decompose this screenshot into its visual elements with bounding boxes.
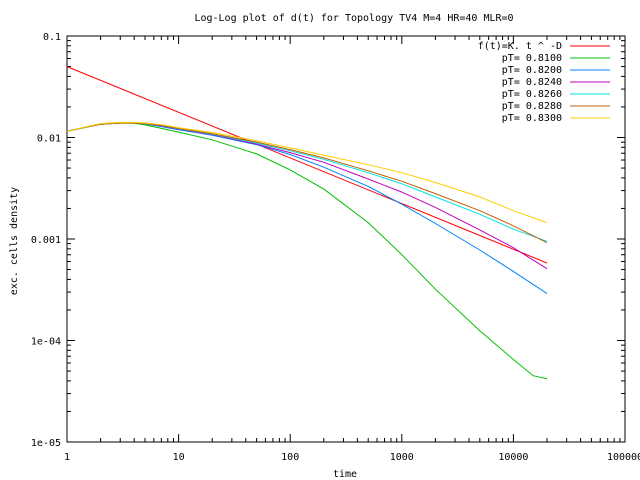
legend-label-3: pT= 0.8240 <box>502 77 562 88</box>
y-tick-label: 0.001 <box>31 235 61 246</box>
legend-label-6: pT= 0.8300 <box>502 113 562 124</box>
y-tick-label: 1e-05 <box>31 438 61 449</box>
legend-label-0: f(t)=K. t ^ -D <box>478 41 562 52</box>
x-axis-ticks: 1 10 100 1000 10000 100000 <box>64 36 640 463</box>
y-tick-label: 0.1 <box>43 32 61 43</box>
series-line-0 <box>66 66 548 264</box>
y-tick-label: 0.01 <box>37 134 61 145</box>
legend-label-1: pT= 0.8100 <box>502 53 562 64</box>
x-tick-label: 10 <box>173 452 185 463</box>
series-line-5 <box>66 122 548 244</box>
y-tick-label: 1e-04 <box>31 337 61 348</box>
chart-title: Log-Log plot of d(t) for Topology TV4 M=… <box>194 13 513 24</box>
series-line-4 <box>66 122 548 242</box>
x-tick-label: 10000 <box>498 452 528 463</box>
y-axis-ticks: 0.1 0.01 0.001 1e-04 1e-05 <box>31 32 625 449</box>
x-tick-label: 100 <box>281 452 299 463</box>
y-axis-label: exc. cells density <box>9 187 20 295</box>
x-axis-label: time <box>333 469 357 480</box>
series-line-2 <box>66 122 548 295</box>
x-tick-label: 1 <box>64 452 70 463</box>
x-tick-label: 100000 <box>607 452 640 463</box>
series-line-6 <box>66 121 548 224</box>
x-tick-label: 1000 <box>390 452 414 463</box>
legend-label-5: pT= 0.8280 <box>502 101 562 112</box>
legend-label-2: pT= 0.8200 <box>502 65 562 76</box>
legend-label-4: pT= 0.8260 <box>502 89 562 100</box>
series-lines <box>66 66 548 380</box>
